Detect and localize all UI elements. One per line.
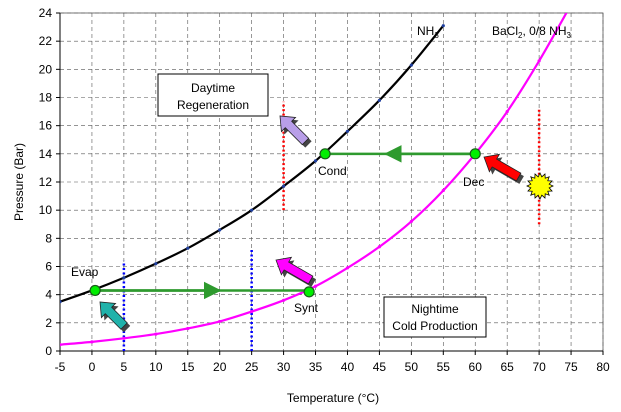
series-label-nh3: NH3: [417, 24, 439, 40]
series-marker: [218, 319, 222, 324]
series-marker: [537, 59, 541, 63]
series-marker: [90, 340, 94, 344]
x-tick-label: 70: [532, 360, 546, 374]
series-marker: [313, 284, 318, 288]
series-marker: [154, 262, 158, 266]
process-lines: [95, 145, 476, 300]
teal-arrow: [99, 301, 128, 330]
nightime-box: [383, 296, 487, 338]
series-marker: [281, 298, 286, 302]
x-tick-label: 5: [121, 360, 128, 374]
x-tick-label: 30: [277, 360, 291, 374]
series-marker: [505, 109, 509, 114]
nightime-line2: Cold Production: [392, 319, 477, 333]
x-tick-label: 80: [596, 360, 610, 374]
x-tick-label: 55: [437, 360, 451, 374]
point-label-synt: Synt: [294, 301, 319, 315]
x-tick-label: 10: [149, 360, 163, 374]
series-marker: [60, 343, 62, 347]
x-tick-label: 75: [564, 360, 578, 374]
plot-border: [59, 12, 604, 352]
x-tick-label: 15: [181, 360, 195, 374]
y-tick-label: 0: [45, 344, 52, 358]
series-marker: [186, 246, 190, 250]
series-marker: [377, 245, 382, 249]
y-tick-label: 8: [45, 231, 52, 245]
point-label-dec: Dec: [463, 175, 484, 189]
curves: [60, 13, 568, 347]
y-tick-label: 20: [39, 62, 53, 76]
x-tick-label: 45: [373, 360, 387, 374]
series-marker: [250, 309, 254, 314]
points: [89, 148, 481, 298]
y-tick-label: 6: [45, 260, 52, 274]
red-arrow: [483, 153, 522, 182]
y-tick-label: 10: [39, 203, 53, 217]
series-marker: [186, 326, 190, 331]
nightime-line1: Nightime: [411, 302, 459, 316]
series-marker: [377, 98, 382, 102]
series-marker: [345, 129, 350, 133]
y-axis-title: Pressure (Bar): [12, 143, 26, 221]
y-tick-label: 18: [39, 91, 53, 105]
daytime-box: [157, 73, 269, 117]
state-point: [469, 148, 481, 160]
y-tick-label: 16: [39, 119, 53, 133]
lavender-arrow: [279, 115, 310, 146]
point-label-cond: Cond: [318, 164, 347, 178]
x-tick-label: 35: [309, 360, 323, 374]
series-marker: [281, 184, 286, 188]
series-marker: [441, 24, 445, 28]
series-marker: [409, 63, 413, 67]
x-tick-label: 20: [213, 360, 227, 374]
series-label-bacl2: BaCl2, 0/8 NH3: [492, 24, 571, 40]
series-marker: [345, 266, 350, 270]
sun-icon: [526, 172, 554, 200]
series-marker: [409, 219, 413, 224]
state-point: [319, 148, 331, 160]
y-tick-label: 14: [39, 147, 53, 161]
grid: [59, 12, 604, 352]
x-tick-label: 60: [469, 360, 483, 374]
series-marker: [60, 300, 62, 304]
state-point: [303, 286, 315, 298]
x-tick-label: 65: [500, 360, 514, 374]
y-tick-label: 22: [39, 34, 53, 48]
x-tick-label: 25: [245, 360, 259, 374]
x-tick-label: -5: [55, 360, 66, 374]
daytime-line1: Daytime: [191, 81, 235, 95]
y-tick-label: 4: [45, 288, 52, 302]
x-tick-label: 50: [405, 360, 419, 374]
series-marker: [122, 276, 126, 280]
y-tick-label: 24: [39, 6, 53, 20]
point-label-evap: Evap: [71, 265, 99, 279]
y-tick-label: 2: [45, 316, 52, 330]
sun-shape: [526, 172, 554, 200]
series-1: [60, 13, 568, 347]
magenta-arrow: [275, 256, 314, 285]
x-tick-label: 40: [341, 360, 355, 374]
series-marker: [122, 336, 126, 340]
x-tick-label: 0: [89, 360, 96, 374]
arrows: [99, 115, 524, 333]
axes: -5 0 5 10 15 20 25 30 35 40 45 50 55 60 65 70 75 80024681…: [39, 6, 610, 374]
series-marker: [250, 208, 254, 212]
series-marker: [441, 188, 445, 193]
state-point: [89, 284, 101, 297]
y-tick-label: 12: [39, 175, 53, 189]
series-marker: [313, 159, 318, 163]
daytime-line2: Regeneration: [177, 98, 249, 112]
series-marker: [218, 228, 222, 232]
series-marker: [154, 332, 158, 336]
x-axis-title: Temperature (°C): [287, 391, 379, 405]
